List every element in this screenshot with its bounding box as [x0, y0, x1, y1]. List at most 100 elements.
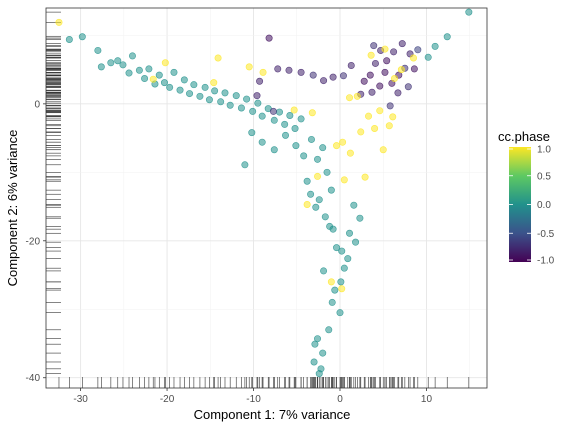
- data-point: [253, 92, 261, 100]
- y-axis-label: Component 2: 6% variance: [5, 130, 20, 287]
- data-point: [443, 33, 451, 41]
- data-point: [339, 72, 347, 80]
- data-point: [211, 87, 219, 95]
- data-point: [78, 33, 86, 41]
- data-point: [160, 79, 168, 87]
- data-point: [256, 77, 264, 85]
- data-point: [161, 59, 169, 67]
- data-point: [281, 120, 289, 128]
- data-point: [337, 278, 345, 286]
- data-point: [217, 98, 225, 106]
- data-point: [368, 88, 376, 96]
- data-point: [414, 46, 422, 54]
- data-point: [190, 81, 198, 89]
- data-point: [309, 71, 317, 79]
- data-point: [214, 54, 222, 62]
- data-point: [311, 340, 319, 348]
- data-point: [386, 102, 394, 110]
- data-point: [310, 358, 318, 366]
- data-point: [329, 73, 337, 81]
- legend-tick-label: 0.0: [537, 200, 551, 211]
- data-point: [385, 122, 393, 130]
- data-point: [221, 89, 229, 97]
- data-point: [409, 54, 417, 62]
- data-point: [307, 190, 315, 198]
- data-point: [431, 42, 439, 50]
- x-tick-label: 0: [337, 394, 343, 405]
- data-point: [356, 214, 364, 222]
- plot-panel-border: [45, 7, 488, 389]
- data-point: [282, 131, 290, 139]
- data-point: [97, 63, 105, 71]
- data-point: [125, 69, 133, 77]
- data-point: [307, 135, 315, 143]
- data-point: [333, 142, 341, 150]
- data-point: [398, 40, 406, 48]
- x-axis-label: Component 1: 7% variance: [194, 407, 351, 422]
- data-point: [55, 18, 63, 26]
- data-point: [371, 125, 379, 133]
- data-point: [376, 82, 384, 90]
- data-point: [390, 48, 398, 56]
- y-tick-label: 0: [34, 99, 40, 110]
- data-point: [248, 129, 256, 137]
- rug-marks: [46, 11, 470, 388]
- data-point: [205, 96, 213, 104]
- data-point: [424, 53, 432, 61]
- data-point: [381, 68, 389, 76]
- data-point: [274, 65, 282, 73]
- data-point: [201, 83, 209, 91]
- data-point: [292, 142, 300, 150]
- data-point: [327, 278, 335, 286]
- data-point: [196, 92, 204, 100]
- x-tick-label: -10: [246, 394, 261, 405]
- data-point: [259, 68, 267, 76]
- data-point: [145, 65, 153, 73]
- data-point: [389, 113, 397, 121]
- data-point: [336, 309, 344, 317]
- data-point: [107, 59, 115, 67]
- data-point: [320, 267, 328, 275]
- data-point: [346, 149, 354, 157]
- data-point: [314, 172, 322, 180]
- data-point: [258, 138, 266, 146]
- data-point: [404, 83, 412, 91]
- data-point: [331, 286, 339, 294]
- data-point: [383, 57, 391, 65]
- data-point: [232, 92, 240, 100]
- legend-tick-label: 1.0: [537, 145, 551, 156]
- data-point: [352, 238, 360, 246]
- y-tick-label: -20: [26, 236, 41, 247]
- axes: -30 -20 -10 0 10 0 -20 -40: [26, 99, 433, 405]
- data-point: [297, 68, 305, 76]
- data-point: [367, 51, 375, 59]
- data-point: [339, 138, 347, 146]
- data-point: [329, 225, 337, 233]
- data-point: [303, 177, 311, 185]
- data-point: [410, 65, 418, 73]
- data-point: [366, 71, 374, 79]
- data-point: [241, 161, 249, 169]
- data-point: [176, 86, 184, 94]
- data-point: [371, 59, 379, 67]
- data-point: [300, 152, 308, 160]
- legend-colorbar: [509, 147, 531, 262]
- data-point: [338, 285, 346, 293]
- data-point: [347, 62, 355, 70]
- data-point: [314, 155, 322, 163]
- data-point: [320, 77, 328, 85]
- data-point: [394, 89, 402, 97]
- x-tick-label: -30: [73, 394, 88, 405]
- legend-tick-label: 0.5: [537, 171, 551, 182]
- data-point: [243, 95, 251, 103]
- data-point: [370, 42, 378, 50]
- data-point: [333, 244, 341, 252]
- data-point: [344, 255, 352, 263]
- data-point: [186, 90, 194, 98]
- data-point: [135, 66, 143, 74]
- data-point: [180, 76, 188, 84]
- data-point: [315, 196, 323, 204]
- data-point: [269, 107, 277, 115]
- data-point: [353, 92, 361, 100]
